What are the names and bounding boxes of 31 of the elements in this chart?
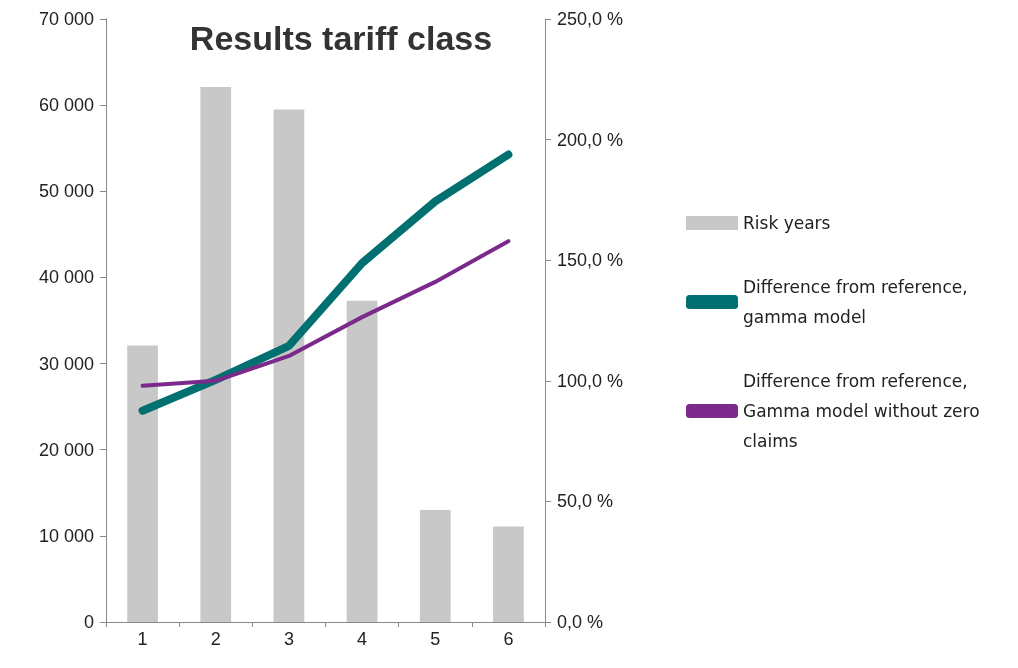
x-tick-label: 6 [503, 629, 514, 649]
legend-label: Risk years [743, 213, 831, 233]
y-tick-label: 50 000 [38, 181, 94, 202]
bar [419, 510, 451, 622]
bar [273, 109, 305, 622]
x-tick-label: 1 [137, 629, 148, 649]
x-tick-label: 2 [210, 629, 221, 649]
y-tick-label: 60 000 [38, 95, 94, 116]
y-tick-label: 40 000 [38, 267, 94, 288]
y2-tick-label: 250,0 % [557, 9, 624, 29]
bar [127, 345, 158, 622]
chart-title: Results tariff class [189, 19, 493, 57]
y-tick-label: 70 000 [38, 9, 94, 29]
y-tick-label: 20 000 [38, 439, 94, 460]
y2-tick-label: 150,0 % [557, 250, 624, 271]
x-tick-label: 5 [430, 629, 441, 649]
line-series [140, 239, 511, 388]
x-tick-label: 4 [357, 629, 368, 649]
y-tick-label: 30 000 [38, 353, 94, 374]
y2-tick-label: 200,0 % [557, 129, 624, 150]
legend-label: Difference from reference, Gamma model without zero claims [743, 371, 985, 451]
bar [200, 87, 232, 622]
legend-label: Difference from reference, gamma model [743, 277, 973, 327]
bar [493, 526, 524, 622]
y-tick-label: 0 [83, 612, 94, 632]
bar [346, 300, 378, 622]
y2-tick-label: 100,0 % [557, 370, 624, 391]
y2-tick-label: 0,0 % [557, 612, 604, 632]
y2-tick-label: 50,0 % [557, 491, 614, 512]
y-tick-label: 10 000 [38, 525, 94, 546]
x-tick-label: 3 [283, 629, 294, 649]
